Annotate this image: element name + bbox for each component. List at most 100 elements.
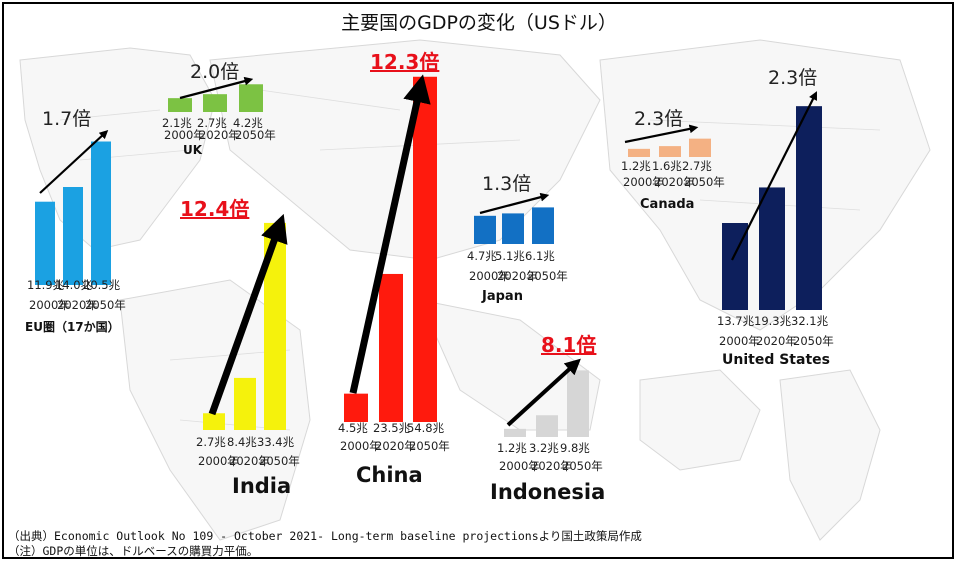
year-label-canada-0: 2000年: [623, 175, 664, 189]
bar-eu-17-1: [63, 187, 83, 285]
value-label-united-states-2: 32.1兆: [791, 314, 829, 328]
growth-arrow-canada: [624, 124, 699, 144]
year-label-canada-2: 2050年: [684, 175, 725, 189]
growth-arrow-united-states: [731, 91, 817, 261]
bar-uk-0: [168, 98, 192, 112]
year-label-indonesia-1: 2020年: [531, 459, 572, 473]
year-label-indonesia-2: 2050年: [562, 459, 603, 473]
country-name-indonesia: Indonesia: [490, 480, 606, 504]
value-label-japan-2: 6.1兆: [525, 249, 555, 263]
year-label-united-states-2: 2050年: [793, 334, 834, 348]
map-south-america-shape: [779, 369, 881, 541]
map-southeast-asia-shape: [419, 299, 601, 431]
growth-ratio-japan: 1.3倍: [482, 173, 532, 195]
growth-arrow-uk: [179, 76, 254, 100]
value-label-japan-1: 5.1兆: [495, 249, 525, 263]
value-label-indonesia-1: 3.2兆: [529, 441, 559, 455]
bar-japan-0: [474, 215, 496, 244]
growth-ratio-uk: 2.0倍: [190, 61, 240, 83]
bar-uk-2: [239, 84, 263, 112]
value-label-uk-0: 2.1兆: [162, 116, 192, 130]
year-label-united-states-0: 2000年: [719, 334, 760, 348]
year-label-japan-1: 2020年: [497, 269, 538, 283]
source-footnote: （出典）Economic Outlook No 109 - October 20…: [8, 529, 642, 543]
value-label-japan-0: 4.7兆: [467, 249, 497, 263]
country-name-eu-17: EU圏（17か国）: [25, 320, 120, 334]
value-label-uk-2: 4.2兆: [233, 116, 263, 130]
bar-eu-17-2: [91, 141, 111, 285]
bar-china-2: [413, 76, 437, 422]
growth-ratio-canada: 2.3倍: [634, 108, 684, 130]
country-name-china: China: [356, 463, 423, 487]
value-label-china-0: 4.5兆: [338, 421, 368, 435]
year-label-japan-2: 2050年: [527, 269, 568, 283]
bar-indonesia-2: [567, 370, 589, 437]
year-label-uk-0: 2000年: [164, 128, 205, 142]
value-label-united-states-1: 19.3兆: [754, 314, 792, 328]
growth-arrow-japan: [479, 192, 550, 215]
bar-japan-1: [502, 213, 524, 244]
value-label-canada-0: 1.2兆: [621, 159, 651, 173]
value-label-eu-17-0: 11.9兆: [27, 278, 65, 292]
year-label-china-0: 2000年: [340, 439, 381, 453]
value-label-indonesia-0: 1.2兆: [497, 441, 527, 455]
growth-ratio-china: 12.3倍: [370, 50, 440, 74]
growth-ratio-eu-17: 1.7倍: [42, 108, 92, 130]
bar-canada-2: [689, 138, 711, 157]
year-label-indonesia-0: 2000年: [499, 459, 540, 473]
growth-arrow-india: [208, 213, 288, 416]
growth-arrow-china: [349, 74, 431, 394]
bar-united-states-2: [796, 106, 822, 310]
year-label-uk-2: 2050年: [235, 128, 276, 142]
year-label-eu-17-2: 2050年: [85, 298, 126, 312]
year-label-china-1: 2020年: [375, 439, 416, 453]
value-label-canada-1: 1.6兆: [652, 159, 682, 173]
bar-eu-17-0: [35, 201, 55, 285]
value-label-eu-17-2: 20.5兆: [83, 278, 121, 292]
value-label-canada-2: 2.7兆: [682, 159, 712, 173]
bar-india-1: [234, 377, 256, 430]
bar-united-states-1: [759, 187, 785, 310]
bar-japan-2: [532, 207, 554, 244]
value-label-eu-17-1: 14.0兆: [55, 278, 93, 292]
year-label-japan-0: 2000年: [469, 269, 510, 283]
bar-indonesia-0: [504, 428, 526, 437]
bar-india-0: [203, 413, 225, 430]
bar-canada-1: [659, 146, 681, 157]
year-label-india-0: 2000年: [198, 454, 239, 468]
growth-ratio-united-states: 2.3倍: [768, 67, 818, 89]
unit-footnote: （注）GDPの単位は、ドルベースの購買力平価。: [8, 544, 259, 558]
country-name-india: India: [232, 474, 292, 498]
year-label-india-2: 2050年: [259, 454, 300, 468]
year-label-united-states-1: 2020年: [756, 334, 797, 348]
year-label-canada-1: 2020年: [654, 175, 695, 189]
bar-india-2: [264, 222, 286, 430]
year-label-india-1: 2020年: [229, 454, 270, 468]
value-label-india-0: 2.7兆: [196, 435, 226, 449]
year-label-uk-1: 2020年: [199, 128, 240, 142]
map-australia-shape: [639, 369, 761, 471]
growth-ratio-india: 12.4倍: [180, 197, 250, 221]
value-label-uk-1: 2.7兆: [197, 116, 227, 130]
bar-uk-1: [203, 94, 227, 112]
bar-indonesia-1: [536, 415, 558, 437]
value-label-india-1: 8.4兆: [227, 435, 257, 449]
value-label-indonesia-2: 9.8兆: [560, 441, 590, 455]
year-label-eu-17-0: 2000年: [29, 298, 70, 312]
year-label-china-2: 2050年: [409, 439, 450, 453]
bar-china-0: [344, 393, 368, 422]
value-label-china-1: 23.5兆: [373, 421, 411, 435]
country-name-uk: UK: [183, 143, 203, 157]
country-name-canada: Canada: [640, 197, 695, 212]
value-label-india-2: 33.4兆: [257, 435, 295, 449]
year-label-eu-17-1: 2020年: [57, 298, 98, 312]
growth-arrow-indonesia: [506, 358, 581, 427]
growth-arrow-eu-17: [39, 130, 109, 194]
value-label-united-states-0: 13.7兆: [717, 314, 755, 328]
country-name-united-states: United States: [722, 352, 830, 368]
bar-canada-0: [628, 148, 650, 157]
chart-title: 主要国のGDPの変化（USドル）: [341, 12, 617, 34]
country-name-japan: Japan: [482, 289, 523, 304]
value-label-china-2: 54.8兆: [407, 421, 445, 435]
